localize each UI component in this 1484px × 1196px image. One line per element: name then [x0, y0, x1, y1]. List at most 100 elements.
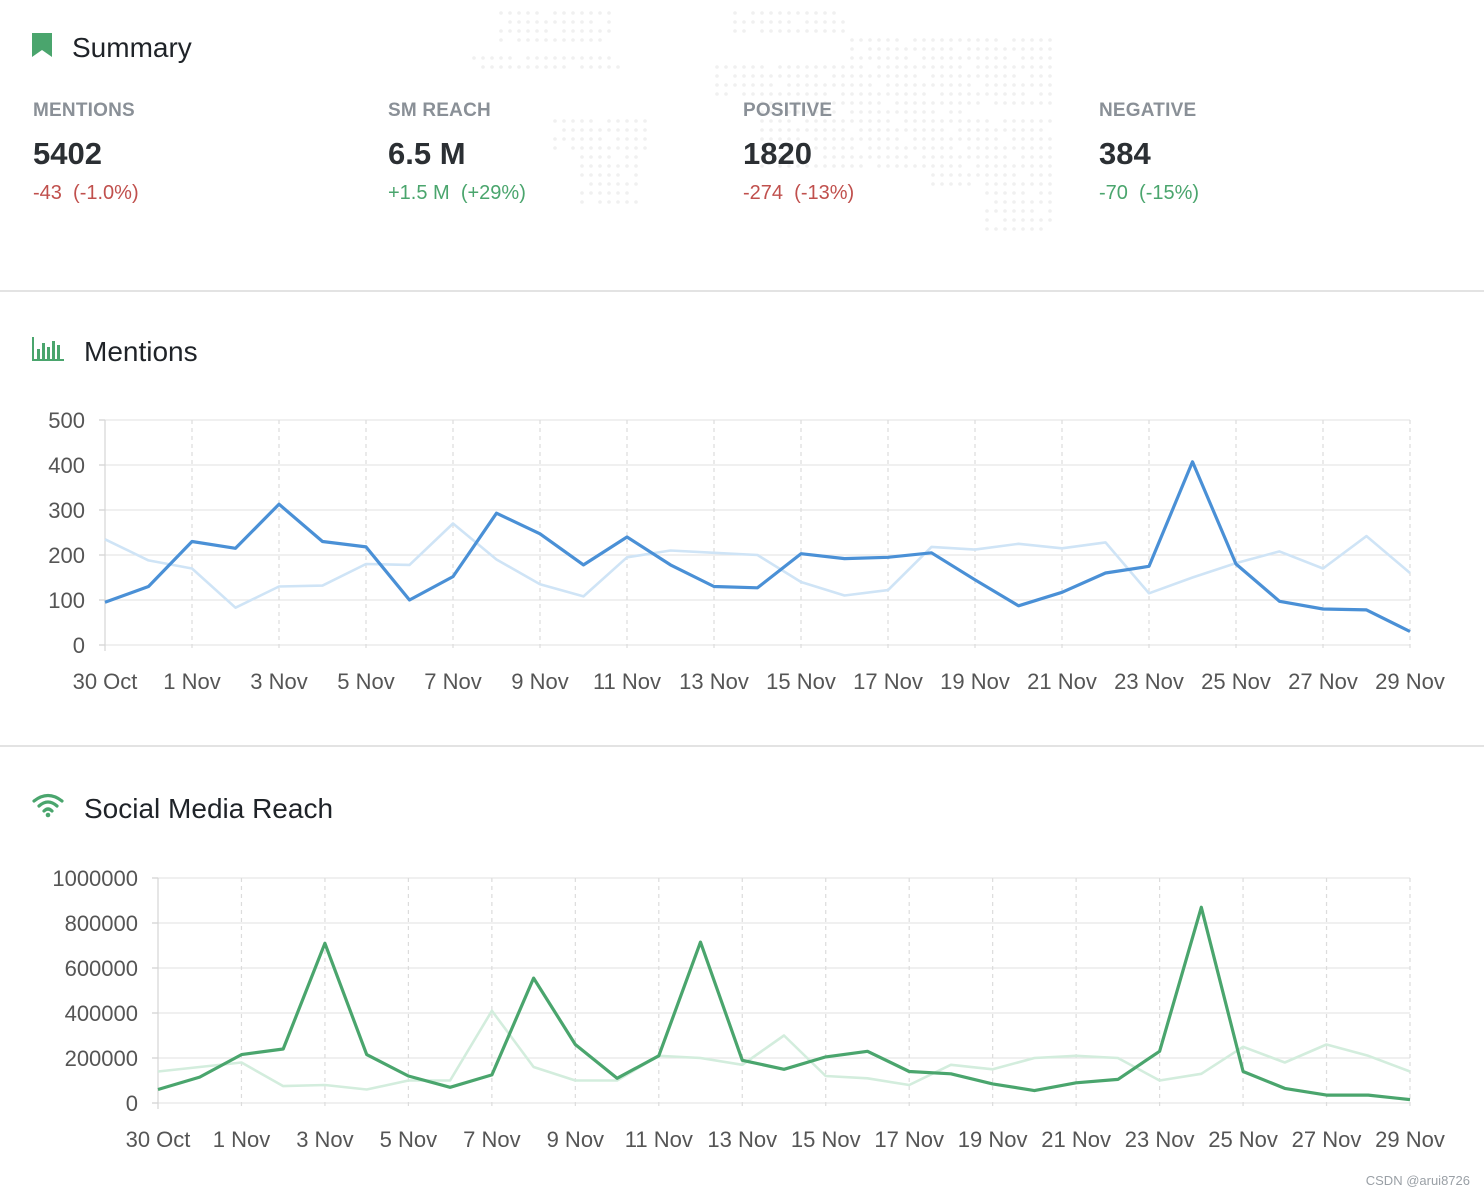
map-dot: [976, 38, 980, 42]
map-dot: [1048, 65, 1052, 69]
map-dot: [778, 65, 782, 69]
map-dot: [895, 38, 899, 42]
map-dot: [751, 92, 755, 96]
map-dot: [886, 38, 890, 42]
map-dot: [967, 155, 971, 159]
map-dot: [1012, 227, 1016, 231]
map-dot: [643, 128, 647, 132]
map-dot: [1003, 101, 1007, 105]
stat-sm-reach: SM REACH 6.5 M +1.5 M (+29%): [388, 100, 688, 205]
map-dot: [823, 65, 827, 69]
map-dot: [580, 137, 584, 141]
map-dot: [832, 20, 836, 24]
map-dot: [589, 20, 593, 24]
x-tick-label: 30 Oct: [126, 1127, 191, 1152]
map-dot: [544, 20, 548, 24]
map-dot: [1039, 164, 1043, 168]
map-dot: [931, 56, 935, 60]
map-dot: [859, 92, 863, 96]
map-dot: [481, 65, 485, 69]
map-dot: [580, 65, 584, 69]
map-dot: [778, 146, 782, 150]
map-dot: [904, 119, 908, 123]
map-dot: [643, 119, 647, 123]
map-dot: [877, 56, 881, 60]
map-dot: [580, 119, 584, 123]
mentions-chart: 0 100 200 300 400 500 30 Oct 1 Nov 3 Nov 5 Nov 7 N…: [48, 408, 1445, 694]
map-dot: [985, 74, 989, 78]
map-dot: [841, 101, 845, 105]
map-dot: [490, 56, 494, 60]
map-dot: [778, 20, 782, 24]
map-dot: [580, 173, 584, 177]
map-dot: [850, 83, 854, 87]
x-tick-label: 17 Nov: [853, 669, 923, 694]
map-dot: [832, 164, 836, 168]
map-dot: [922, 110, 926, 114]
map-dot: [589, 191, 593, 195]
map-dot: [958, 38, 962, 42]
map-dot: [823, 110, 827, 114]
map-dot: [607, 20, 611, 24]
map-dot: [751, 11, 755, 15]
map-dot: [976, 74, 980, 78]
map-dot: [922, 65, 926, 69]
map-dot: [823, 83, 827, 87]
map-dot: [859, 65, 863, 69]
map-dot: [940, 47, 944, 51]
map-dot: [940, 83, 944, 87]
map-dot: [562, 128, 566, 132]
map-dot: [1039, 155, 1043, 159]
map-dot: [1012, 128, 1016, 132]
map-dot: [832, 74, 836, 78]
map-dot: [607, 119, 611, 123]
map-dot: [625, 182, 629, 186]
y-tick-label: 1000000: [52, 866, 138, 891]
map-dot: [526, 38, 530, 42]
map-dot: [562, 29, 566, 33]
map-dot: [517, 29, 521, 33]
map-dot: [904, 47, 908, 51]
map-dot: [949, 155, 953, 159]
map-dot: [1048, 155, 1052, 159]
map-dot: [499, 29, 503, 33]
map-dot: [904, 128, 908, 132]
map-dot: [580, 200, 584, 204]
map-dot: [562, 137, 566, 141]
map-dot: [895, 146, 899, 150]
map-dot: [1003, 74, 1007, 78]
map-dot: [787, 164, 791, 168]
map-dot: [616, 128, 620, 132]
map-dot: [787, 119, 791, 123]
map-dot: [976, 155, 980, 159]
map-dot: [904, 92, 908, 96]
map-dot: [742, 83, 746, 87]
map-dot: [805, 164, 809, 168]
map-dot: [1012, 74, 1016, 78]
y-tick-label: 500: [48, 408, 85, 433]
map-dot: [769, 83, 773, 87]
map-dot: [913, 83, 917, 87]
map-dot: [976, 164, 980, 168]
series-line-previous: [157, 1009, 1411, 1091]
x-tick-label: 5 Nov: [380, 1127, 437, 1152]
map-dot: [607, 56, 611, 60]
map-dot: [1021, 119, 1025, 123]
y-tick-label: 300: [48, 498, 85, 523]
map-dot: [760, 128, 764, 132]
map-dot: [823, 101, 827, 105]
map-dot: [1030, 155, 1034, 159]
map-dot: [904, 56, 908, 60]
map-dot: [877, 65, 881, 69]
map-dot: [598, 146, 602, 150]
x-tick-label: 9 Nov: [511, 669, 568, 694]
x-tick-label: 17 Nov: [874, 1127, 944, 1152]
map-dot: [922, 38, 926, 42]
stat-value: 1820: [743, 136, 812, 171]
map-dot: [742, 92, 746, 96]
map-dot: [1048, 218, 1052, 222]
map-dot: [994, 101, 998, 105]
map-dot: [760, 29, 764, 33]
map-dot: [634, 164, 638, 168]
map-dot: [760, 65, 764, 69]
